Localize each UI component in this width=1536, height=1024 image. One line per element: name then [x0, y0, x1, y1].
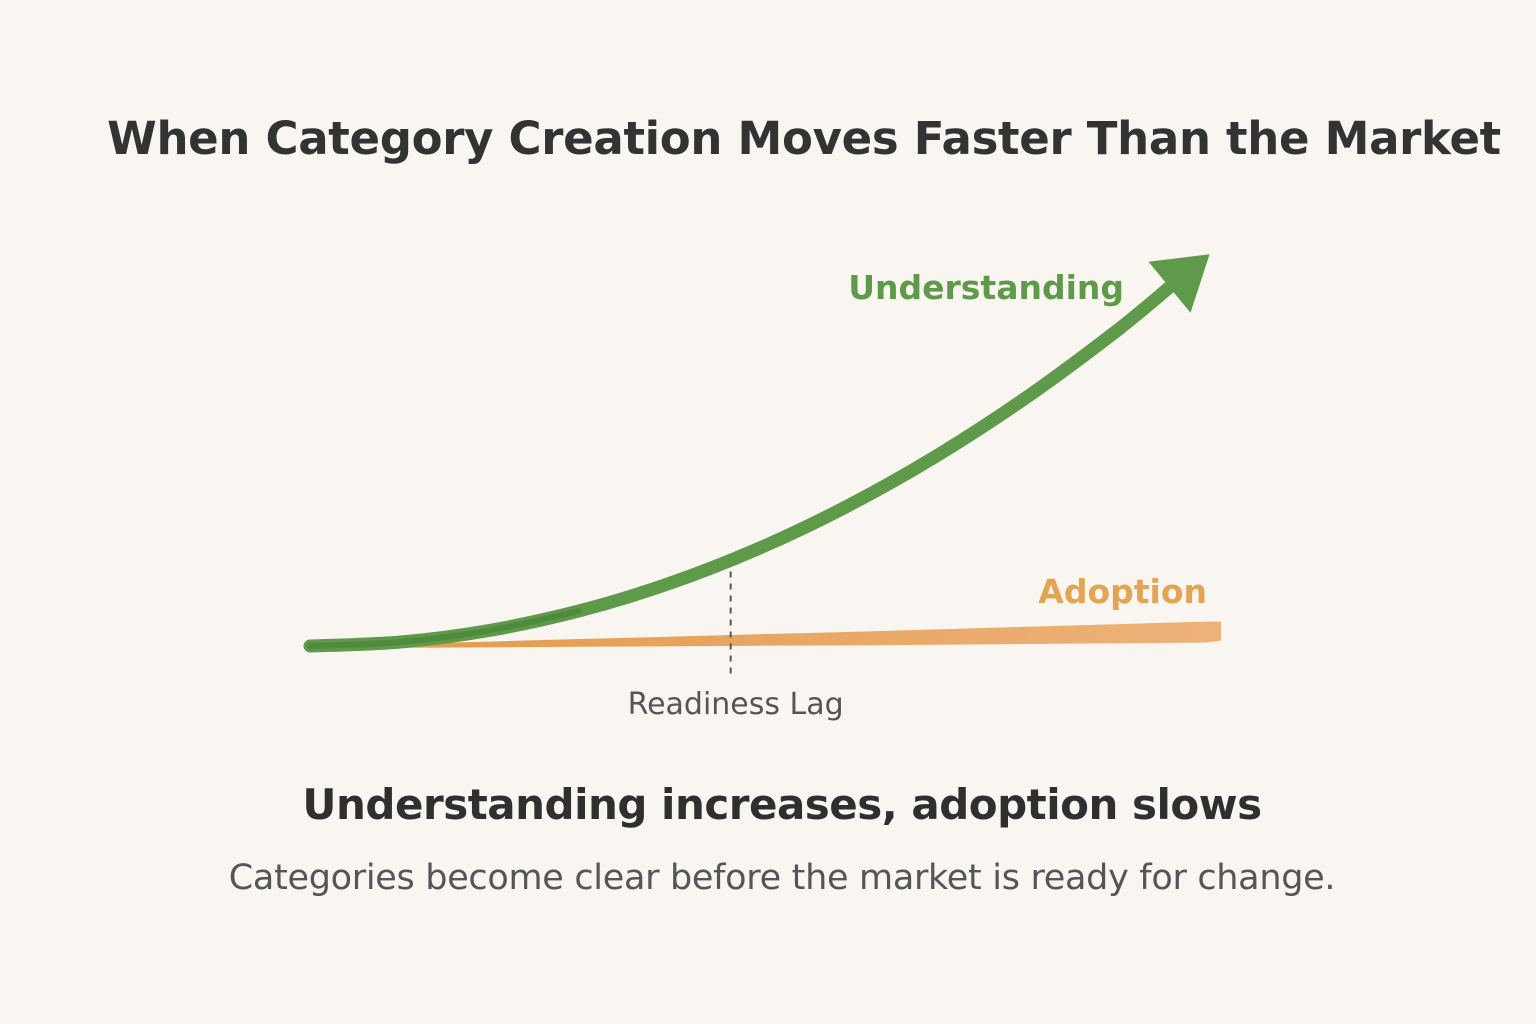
understanding-label: Understanding: [848, 268, 1124, 307]
adoption-label: Adoption: [1038, 572, 1207, 611]
chart-title: When Category Creation Moves Faster Than…: [107, 112, 1501, 165]
understanding-arrowhead: [1148, 254, 1210, 313]
subhead: Categories become clear before the marke…: [228, 858, 1336, 898]
understanding-line-start: [307, 608, 582, 649]
headline: Understanding increases, adoption slows: [302, 780, 1262, 829]
readiness-lag-label: Readiness Lag: [628, 687, 844, 722]
adoption-line: [310, 621, 1221, 648]
